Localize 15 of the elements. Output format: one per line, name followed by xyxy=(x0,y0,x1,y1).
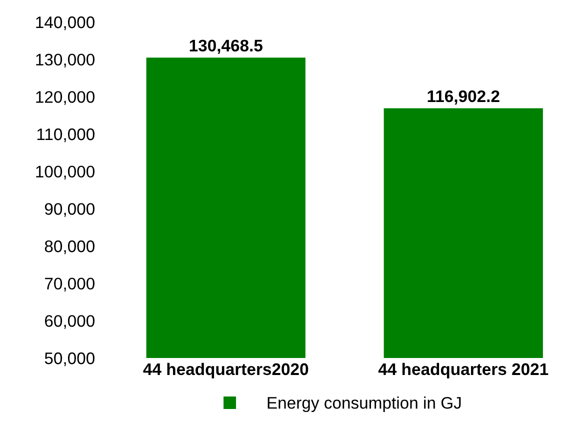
legend-label: Energy consumption in GJ xyxy=(268,396,461,412)
y-tick-label: 90,000 xyxy=(44,203,94,217)
y-tick-label: 120,000 xyxy=(36,91,94,105)
text: 116,902.2 xyxy=(428,90,500,105)
y-tick-label: 140,000 xyxy=(36,16,94,30)
x-tick-label: 44 headquarters 2021 xyxy=(378,362,548,378)
x-tick-label: 44 headquarters2020 xyxy=(143,362,308,378)
y-tick-label: 110,000 xyxy=(37,128,94,142)
y-tick-label: 50,000 xyxy=(44,352,94,366)
y-tick-label: 130,000 xyxy=(36,54,94,68)
text: 130,468.5 xyxy=(190,40,262,54)
y-tick-label: 80,000 xyxy=(44,240,94,254)
y-tick-label: 60,000 xyxy=(45,315,94,329)
y-tick-label: 70,000 xyxy=(45,278,94,292)
y-tick-label: 100,000 xyxy=(36,166,94,180)
